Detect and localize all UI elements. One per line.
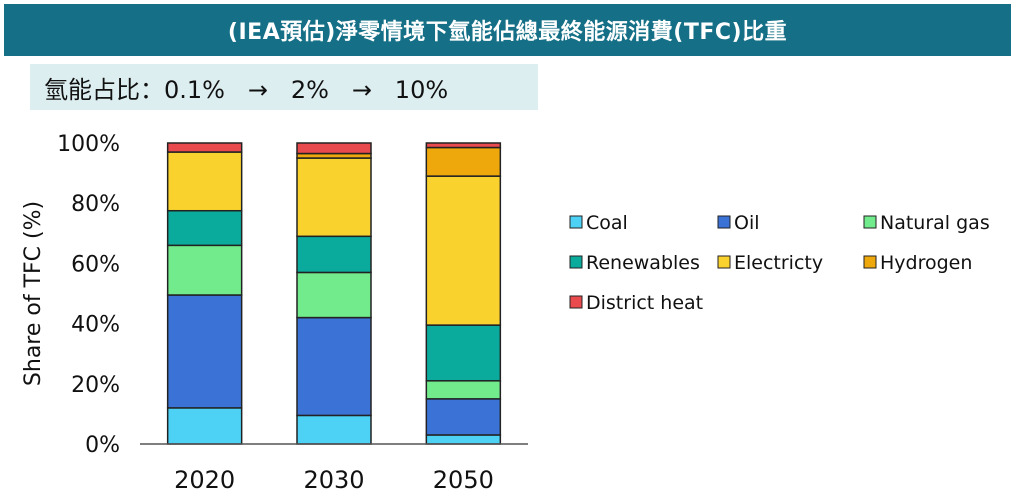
legend-label-hydrogen: Hydrogen <box>880 252 972 274</box>
x-tick-label: 2050 <box>433 466 494 494</box>
x-axis: 2020 2030 2050 <box>140 443 528 494</box>
y-tick-label: 80% <box>71 192 120 217</box>
y-tick-label: 20% <box>71 373 120 398</box>
legend-label-oil: Oil <box>734 212 760 234</box>
legend-swatch-renewables <box>569 255 583 269</box>
legend-label-renewables: Renewables <box>586 252 700 274</box>
bar-segment-oil-2050 <box>425 398 502 436</box>
legend: Coal Oil Natural gas Renewables Electricty Hy… <box>569 212 990 314</box>
bar-segment-natural-gas-2030 <box>296 271 372 319</box>
y-axis-label: Share of TFC (%) <box>21 201 46 386</box>
legend-label-electricty: Electricty <box>734 252 823 274</box>
bar-segment-oil-2020 <box>166 294 243 409</box>
y-tick-label: 40% <box>71 313 120 338</box>
bar-segment-coal-2020 <box>166 407 243 445</box>
bar-segment-electricty-2020 <box>166 151 243 212</box>
legend-swatch-district-heat <box>569 295 583 309</box>
legend-swatch-coal <box>569 215 583 229</box>
hydrogen-share-note: 氫能占比：0.1% → 2% → 10% <box>30 64 538 110</box>
legend-label-district-heat: District heat <box>586 292 703 314</box>
legend-swatch-natural-gas <box>863 215 877 229</box>
bar-segment-electricty-2030 <box>296 157 372 238</box>
bar-segment-renewables-2020 <box>166 209 243 247</box>
legend-label-coal: Coal <box>586 212 628 234</box>
bar-segment-renewables-2050 <box>425 324 502 382</box>
bar-segment-renewables-2030 <box>296 235 372 274</box>
x-tick-label: 2030 <box>303 466 364 494</box>
y-axis: 0% 20% 40% 60% 80% 100% Share of TFC (%) <box>21 132 120 458</box>
hydrogen-share-text: 氫能占比：0.1% → 2% → 10% <box>44 75 449 104</box>
legend-swatch-electricty <box>717 255 731 269</box>
bar-segment-natural-gas-2050 <box>425 380 502 400</box>
bar-segment-district-heat-2020 <box>166 142 243 153</box>
bar-segment-coal-2030 <box>296 414 372 445</box>
y-tick-label: 0% <box>85 433 120 458</box>
plot-area <box>166 142 502 445</box>
bar-segment-oil-2030 <box>296 316 372 417</box>
bar-segment-electricty-2050 <box>425 175 502 326</box>
legend-label-natural-gas: Natural gas <box>880 212 990 234</box>
legend-swatch-oil <box>717 215 731 229</box>
legend-swatch-hydrogen <box>863 255 877 269</box>
y-tick-label: 60% <box>71 252 120 277</box>
bar-segment-district-heat-2050 <box>425 142 502 149</box>
bar-segment-district-heat-2030 <box>296 142 372 155</box>
bar-segment-coal-2050 <box>425 434 502 445</box>
title-bar: (IEA預估)淨零情境下氫能佔總最終能源消費(TFC)比重 <box>4 4 1011 56</box>
x-tick-label: 2020 <box>174 466 235 494</box>
bar-segment-hydrogen-2050 <box>425 146 502 177</box>
y-tick-label: 100% <box>57 132 120 157</box>
chart-title: (IEA預估)淨零情境下氫能佔總最終能源消費(TFC)比重 <box>227 20 788 45</box>
bar-segment-natural-gas-2020 <box>166 244 243 296</box>
